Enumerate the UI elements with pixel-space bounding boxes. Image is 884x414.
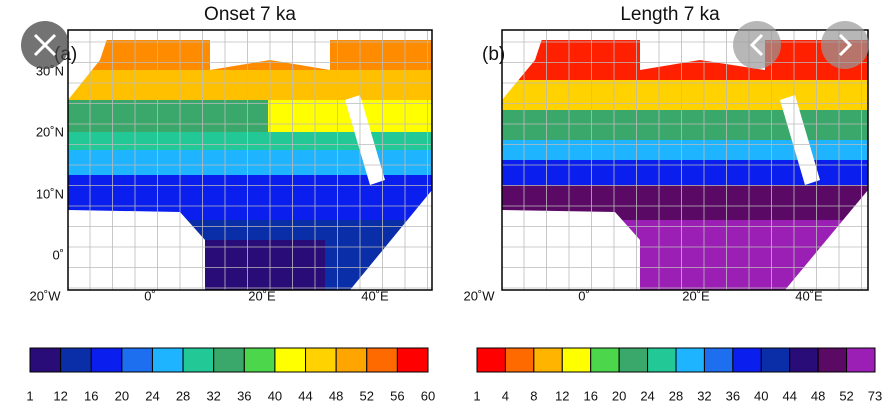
colorbar-box (846, 347, 876, 373)
colorbar-box (618, 347, 649, 373)
panel-title: Onset 7 ka (204, 4, 296, 25)
colorbar-tick-label: 16 (84, 388, 98, 403)
colorbar-tick-label: 36 (726, 388, 740, 403)
lon-label: 20˚E (248, 288, 276, 303)
next-button[interactable] (821, 21, 869, 69)
panel-title: Length 7 ka (620, 4, 720, 25)
lon-label: 20˚W (29, 288, 61, 303)
lat-label: 20˚N (36, 124, 64, 139)
colorbar-box (504, 347, 535, 373)
colorbar-box (274, 347, 307, 373)
colorbar-box (366, 347, 398, 373)
colorbar-tick-label: 40 (754, 388, 768, 403)
lon-label: 20˚E (682, 288, 710, 303)
colorbar-tick-label: 60 (421, 388, 435, 403)
colorbar-tick-label: 1 (473, 388, 480, 403)
colorbar-box (90, 347, 123, 373)
colorbar-box (396, 347, 429, 373)
colorbar-tick-label: 73 (868, 388, 882, 403)
colorbar-tick-label: 44 (782, 388, 796, 403)
colorbar-tick-label: 4 (502, 388, 509, 403)
colorbar-tick-label: 8 (530, 388, 537, 403)
colorbar-tick-label: 12 (53, 388, 67, 403)
colorbar-box (121, 347, 153, 373)
colorbar-box (29, 347, 62, 373)
colorbar-box (476, 347, 506, 373)
colorbar-tick-label: 20 (612, 388, 626, 403)
colorbar-tick-label: 48 (811, 388, 825, 403)
colorbar-box (561, 347, 592, 373)
colorbar-tick-label: 1 (26, 388, 33, 403)
colorbar-tick-label: 52 (360, 388, 374, 403)
colorbar-tick-label: 12 (555, 388, 569, 403)
colorbar-tick-label: 56 (390, 388, 404, 403)
colorbar-tick-label: 36 (237, 388, 251, 403)
colorbar-box (760, 347, 791, 373)
colorbar-box (817, 347, 848, 373)
colorbar-box (60, 347, 92, 373)
colorbar-box (335, 347, 368, 373)
colorbar-box (533, 347, 563, 373)
colorbar-tick-label: 16 (583, 388, 597, 403)
panel-label: (b) (482, 44, 505, 65)
colorbar-tick-label: 40 (268, 388, 282, 403)
colorbar-box (590, 347, 620, 373)
colorbar-tick-label: 24 (640, 388, 654, 403)
lat-label: 0˚ (52, 247, 64, 262)
lon-label: 0˚ (144, 288, 156, 303)
colorbar-box (675, 347, 705, 373)
colorbar-tick-label: 44 (298, 388, 312, 403)
colorbar-tick-label: 52 (839, 388, 853, 403)
colorbar-box (703, 347, 734, 373)
lon-label: 40˚E (361, 288, 389, 303)
colorbar-tick-label: 32 (206, 388, 220, 403)
colorbar-box (243, 347, 276, 373)
colorbar-box (732, 347, 762, 373)
map-a (68, 30, 432, 290)
colorbar-box (305, 347, 337, 373)
prev-icon (749, 33, 764, 57)
colorbar-tick-label: 28 (669, 388, 683, 403)
lon-label: 20˚W (463, 288, 495, 303)
colorbar-tick-label: 24 (145, 388, 159, 403)
lon-label: 0˚ (578, 288, 590, 303)
close-icon (33, 33, 57, 57)
colorbar-box (182, 347, 215, 373)
lat-label: 10˚N (36, 186, 64, 201)
colorbar-tick-label: 28 (176, 388, 190, 403)
frame (501, 29, 869, 291)
colorbar-box (213, 347, 245, 373)
colorbar-box (789, 347, 819, 373)
lon-label: 40˚E (795, 288, 823, 303)
prev-button[interactable] (733, 21, 781, 69)
colorbar-box (151, 347, 184, 373)
grid (68, 30, 868, 290)
colorbar-box (647, 347, 677, 373)
colorbar-tick-label: 32 (697, 388, 711, 403)
frame (67, 29, 433, 291)
colorbar-tick-label: 48 (329, 388, 343, 403)
map-b (502, 30, 868, 290)
next-icon (838, 33, 853, 57)
colorbar-tick-label: 20 (115, 388, 129, 403)
